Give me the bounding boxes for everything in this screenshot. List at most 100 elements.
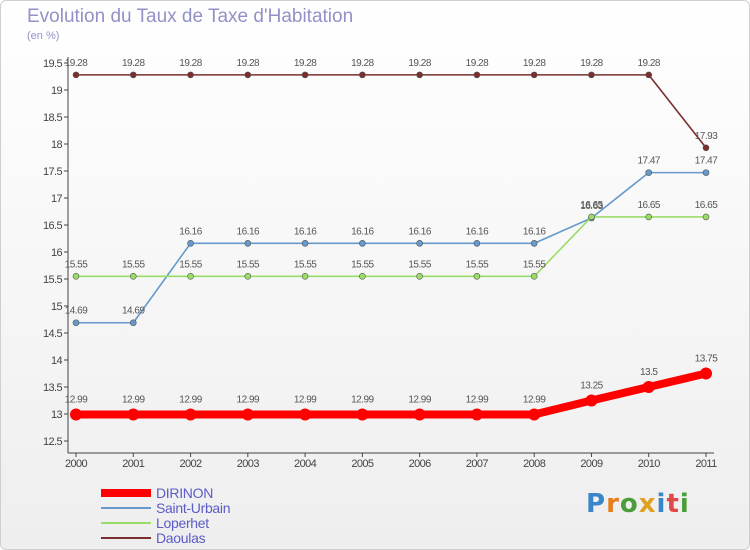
series-line-dirinon	[72, 369, 710, 419]
data-label-saint-urbain: 17.47	[637, 156, 660, 167]
data-point-loperhet	[187, 272, 194, 280]
data-label-dirinon: 13.25	[580, 381, 603, 392]
y-tick-label: 16	[51, 247, 63, 259]
x-tick-label: 2000	[65, 458, 88, 470]
data-point-daoulas	[244, 71, 252, 79]
data-point-daoulas	[416, 71, 423, 79]
data-point-loperhet	[645, 213, 653, 221]
data-point-saint-urbain	[72, 319, 80, 327]
data-label-dirinon: 12.99	[408, 395, 431, 406]
chart-title: Evolution du Taux de Taxe d'Habitation	[27, 6, 354, 27]
data-label-saint-urbain: 16.16	[408, 226, 431, 237]
data-label-loperhet: 15.55	[122, 259, 145, 270]
logo-letter: x	[638, 489, 657, 519]
data-point-daoulas	[72, 71, 80, 79]
legend-label: DIRINON	[156, 485, 214, 501]
data-point-daoulas	[702, 144, 710, 152]
data-point-dirinon	[470, 408, 483, 421]
data-label-saint-urbain: 16.16	[179, 226, 202, 237]
data-label-saint-urbain: 16.16	[351, 226, 374, 237]
data-label-dirinon: 12.99	[466, 395, 489, 406]
data-label-saint-urbain: 17.47	[695, 156, 718, 167]
data-point-loperhet	[359, 272, 366, 280]
data-point-dirinon	[299, 408, 312, 421]
y-tick-label: 14.5	[43, 328, 62, 340]
legend-swatch	[101, 522, 151, 524]
data-label-loperhet: 15.55	[351, 259, 374, 270]
legend-label: Loperhet	[156, 515, 209, 531]
chart-subtitle: (en %)	[27, 30, 60, 42]
x-tick-label: 2011	[695, 458, 717, 470]
data-point-saint-urbain	[187, 240, 194, 247]
data-point-loperhet	[530, 272, 538, 280]
x-tick-label: 2005	[351, 458, 374, 470]
data-label-saint-urbain: 14.69	[65, 306, 88, 317]
data-label-dirinon: 12.99	[122, 395, 145, 406]
proxiti-logo: Proxiti	[586, 489, 690, 519]
y-tick-label: 15	[51, 301, 63, 313]
data-label-daoulas: 19.28	[523, 58, 546, 69]
data-label-daoulas: 19.28	[65, 58, 88, 69]
series-line-saint-urbain	[75, 171, 707, 324]
data-label-daoulas: 19.28	[637, 58, 660, 69]
data-label-loperhet: 16.65	[637, 200, 660, 211]
data-label-loperhet: 15.55	[294, 259, 317, 270]
x-tick-label: 2002	[180, 458, 203, 470]
logo-letter: t	[666, 489, 680, 519]
y-tick-label: 18	[51, 139, 63, 151]
data-point-dirinon	[70, 408, 82, 421]
y-tick-label: 19.5	[43, 58, 62, 70]
data-label-loperhet: 15.55	[408, 259, 431, 270]
data-label-saint-urbain: 16.16	[523, 226, 546, 237]
y-tick-label: 18.5	[43, 112, 62, 124]
logo-letter: i	[656, 489, 667, 519]
data-label-loperhet: 16.65	[580, 200, 603, 211]
data-point-saint-urbain	[416, 240, 423, 247]
legend-label: Daoulas	[156, 530, 206, 546]
data-point-loperhet	[473, 272, 481, 280]
data-point-saint-urbain	[530, 240, 538, 247]
data-point-saint-urbain	[301, 240, 309, 247]
data-point-dirinon	[585, 394, 598, 407]
data-label-daoulas: 19.28	[237, 58, 260, 69]
data-label-daoulas: 17.93	[695, 131, 718, 142]
x-tick-label: 2001	[122, 458, 145, 470]
y-tick-label: 13	[51, 409, 63, 421]
logo-letter: i	[679, 489, 690, 519]
data-point-dirinon	[241, 408, 254, 421]
data-point-daoulas	[187, 71, 194, 79]
data-point-saint-urbain	[129, 319, 137, 327]
legend-swatch	[101, 489, 151, 497]
data-label-loperhet: 15.55	[523, 259, 546, 270]
y-tick-label: 14	[51, 355, 63, 367]
data-label-dirinon: 12.99	[237, 395, 260, 406]
data-point-saint-urbain	[359, 240, 366, 247]
logo-letter: o	[619, 489, 639, 519]
x-tick-label: 2008	[523, 458, 546, 470]
data-label-loperhet: 15.55	[466, 259, 489, 270]
y-tick-label: 12.5	[43, 436, 62, 448]
legend-swatch	[101, 537, 151, 539]
data-point-saint-urbain	[702, 169, 710, 176]
series-line-daoulas	[75, 74, 707, 149]
data-point-daoulas	[129, 71, 137, 79]
data-point-loperhet	[244, 272, 252, 280]
data-label-dirinon: 13.5	[640, 367, 658, 378]
data-label-dirinon: 12.99	[294, 395, 317, 406]
data-point-dirinon	[413, 408, 426, 421]
y-tick-label: 16.5	[43, 220, 62, 232]
data-point-loperhet	[588, 213, 595, 221]
data-label-loperhet: 16.65	[695, 200, 718, 211]
legend-swatch	[101, 507, 151, 509]
x-tick-label: 2004	[294, 458, 317, 470]
data-point-dirinon	[184, 408, 197, 421]
y-tick-label: 19	[51, 85, 63, 97]
data-label-saint-urbain: 14.69	[122, 306, 145, 317]
data-label-loperhet: 15.55	[65, 259, 88, 270]
y-tick-label: 15.5	[43, 274, 62, 286]
data-point-daoulas	[473, 71, 481, 79]
logo-letter: r	[606, 489, 620, 519]
data-point-loperhet	[702, 213, 710, 221]
